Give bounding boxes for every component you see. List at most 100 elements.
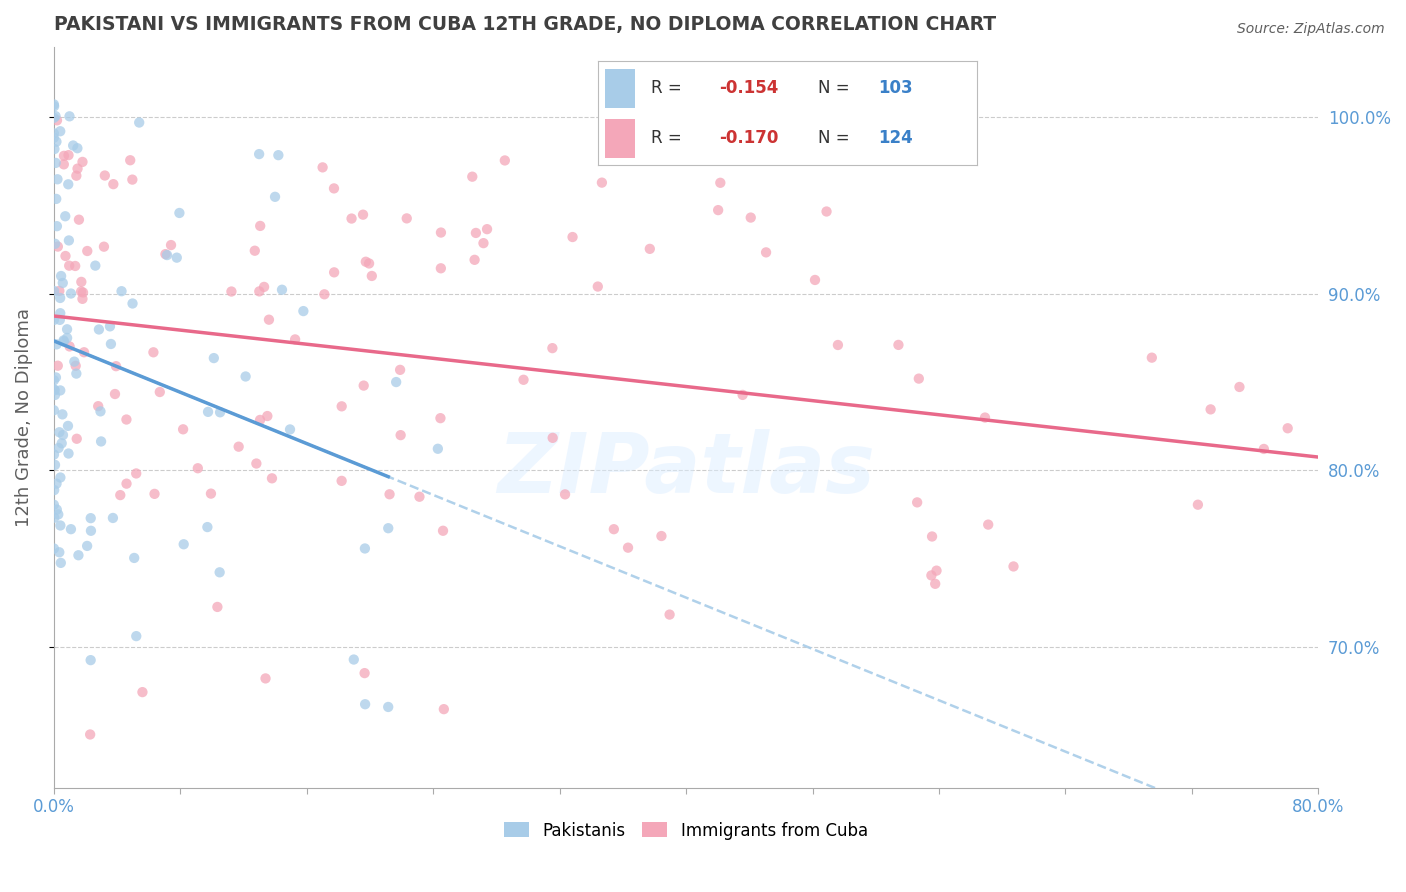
Point xyxy=(49,306,72,320)
Point xyxy=(541,431,564,445)
Point xyxy=(209,405,232,419)
Point xyxy=(247,147,270,161)
Point xyxy=(42,284,65,298)
Point xyxy=(921,529,943,543)
Point xyxy=(314,287,336,301)
Point xyxy=(73,345,96,359)
Point xyxy=(311,161,333,175)
Point xyxy=(45,109,67,123)
Point xyxy=(45,219,67,234)
Point xyxy=(197,520,219,534)
Point xyxy=(56,418,79,433)
Point xyxy=(121,296,143,310)
Point xyxy=(51,408,73,422)
Point xyxy=(378,487,401,501)
Point xyxy=(93,240,115,254)
Point xyxy=(67,548,90,562)
Point xyxy=(65,169,87,183)
Point xyxy=(292,304,315,318)
Point xyxy=(89,404,111,418)
Point xyxy=(58,148,80,162)
Point xyxy=(253,280,276,294)
Point xyxy=(173,537,195,551)
Point xyxy=(561,230,583,244)
Point xyxy=(408,490,430,504)
Point xyxy=(243,244,266,258)
Point xyxy=(79,653,101,667)
Point xyxy=(815,204,838,219)
Point xyxy=(169,206,191,220)
Point xyxy=(59,339,82,353)
Point xyxy=(70,275,93,289)
Point xyxy=(353,378,375,392)
Y-axis label: 12th Grade, No Diploma: 12th Grade, No Diploma xyxy=(15,308,32,527)
Point xyxy=(1229,380,1251,394)
Point xyxy=(554,487,576,501)
Point xyxy=(172,422,194,436)
Point xyxy=(42,111,65,125)
Point xyxy=(143,487,166,501)
Point xyxy=(42,448,65,462)
Point xyxy=(45,502,67,516)
Point xyxy=(638,242,661,256)
Point xyxy=(707,203,730,218)
Point xyxy=(76,539,98,553)
Point xyxy=(1187,498,1209,512)
Point xyxy=(256,409,278,423)
Point xyxy=(354,541,377,556)
Point xyxy=(115,476,138,491)
Point xyxy=(247,285,270,299)
Point xyxy=(245,457,267,471)
Point xyxy=(330,400,353,414)
Point xyxy=(42,130,65,145)
Point xyxy=(377,521,399,535)
Point xyxy=(52,334,75,348)
Point xyxy=(395,211,418,226)
Point xyxy=(110,284,132,298)
Point xyxy=(52,276,75,290)
Point xyxy=(1140,351,1163,365)
Point xyxy=(42,126,65,140)
Point xyxy=(121,172,143,186)
Point xyxy=(42,313,65,327)
Point xyxy=(46,172,69,186)
Point xyxy=(65,359,87,373)
Point xyxy=(42,403,65,417)
Point xyxy=(94,169,117,183)
Point xyxy=(925,564,948,578)
Point xyxy=(267,148,290,162)
Point xyxy=(70,285,93,299)
Point xyxy=(115,412,138,426)
Point xyxy=(804,273,827,287)
Point xyxy=(49,291,72,305)
Point xyxy=(80,524,103,538)
Point xyxy=(66,161,89,176)
Point xyxy=(45,192,67,206)
Point xyxy=(603,522,626,536)
Point xyxy=(48,425,70,440)
Point xyxy=(1199,402,1222,417)
Point xyxy=(426,442,449,456)
Point xyxy=(278,422,301,436)
Point xyxy=(44,510,66,524)
Point xyxy=(650,529,672,543)
Point xyxy=(330,474,353,488)
Point xyxy=(44,236,66,251)
Point xyxy=(110,488,132,502)
Point xyxy=(249,219,271,233)
Point xyxy=(709,176,731,190)
Point xyxy=(475,222,498,236)
Point xyxy=(49,268,72,283)
Point xyxy=(907,371,929,385)
Point xyxy=(48,545,70,559)
Point xyxy=(323,265,346,279)
Point xyxy=(44,142,66,156)
Point xyxy=(62,138,84,153)
Point xyxy=(617,541,640,555)
Point xyxy=(52,157,75,171)
Point xyxy=(45,156,67,170)
Point xyxy=(1277,421,1299,435)
Point xyxy=(353,666,375,681)
Point xyxy=(128,115,150,129)
Point xyxy=(76,244,98,258)
